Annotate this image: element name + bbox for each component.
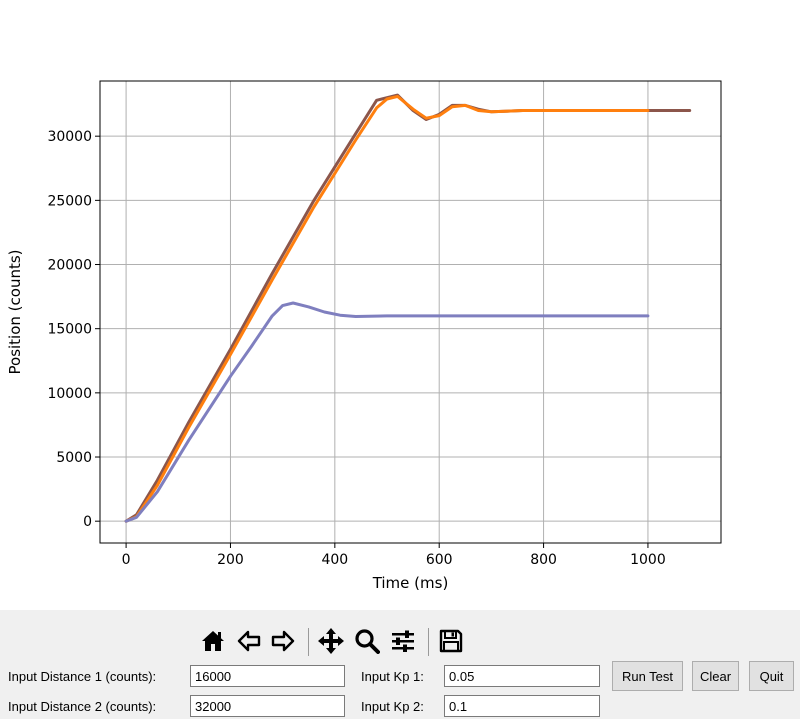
distance-2-input[interactable] [190, 695, 345, 717]
y-tick-label: 25000 [47, 193, 92, 209]
quit-button[interactable]: Quit [749, 661, 794, 691]
y-tick-label: 5000 [56, 450, 92, 466]
series-line-2 [124, 94, 650, 523]
y-tick-label: 0 [83, 514, 92, 530]
x-tick-label: 800 [530, 552, 557, 568]
kp-2-input[interactable] [444, 695, 600, 717]
kp-2-label: Input Kp 2: [361, 699, 424, 714]
pan-icon[interactable] [316, 626, 346, 656]
x-axis-label: Time (ms) [372, 574, 449, 592]
clear-button[interactable]: Clear [692, 661, 739, 691]
toolbar-separator [308, 628, 309, 656]
distance-1-input[interactable] [190, 665, 345, 687]
y-tick-label: 20000 [47, 258, 92, 274]
x-tick-label: 600 [426, 552, 453, 568]
axes-frame [99, 80, 722, 544]
control-panel: Input Distance 1 (counts): Input Distanc… [0, 610, 800, 719]
y-tick-label: 10000 [47, 386, 92, 402]
distance-1-label: Input Distance 1 (counts): [8, 669, 157, 684]
home-icon[interactable] [198, 626, 228, 656]
y-tick-label: 15000 [47, 322, 92, 338]
x-tick-label: 400 [321, 552, 348, 568]
y-axis-label: Position (counts) [6, 249, 24, 374]
kp-1-input[interactable] [444, 665, 600, 687]
toolbar-separator [428, 628, 429, 656]
position-chart: 0 200 400 600 800 100005000100001500020000250… [6, 80, 722, 592]
plot-canvas: 0 200 400 600 800 1000 0 5000 10000 15000 20000 250… [6, 80, 722, 592]
series-line-3 [124, 301, 650, 523]
run-test-button[interactable]: Run Test [612, 661, 683, 691]
back-arrow-icon[interactable] [234, 626, 264, 656]
kp-1-label: Input Kp 1: [361, 669, 424, 684]
x-tick-label: 200 [217, 552, 244, 568]
configure-subplots-icon[interactable] [388, 626, 418, 656]
save-icon[interactable] [436, 626, 466, 656]
y-tick-label: 30000 [47, 129, 92, 145]
forward-arrow-icon[interactable] [268, 626, 298, 656]
distance-2-label: Input Distance 2 (counts): [8, 699, 157, 714]
navigation-toolbar [198, 620, 478, 660]
x-tick-label: 0 [122, 552, 131, 568]
zoom-icon[interactable] [352, 626, 382, 656]
x-tick-label: 1000 [630, 552, 666, 568]
